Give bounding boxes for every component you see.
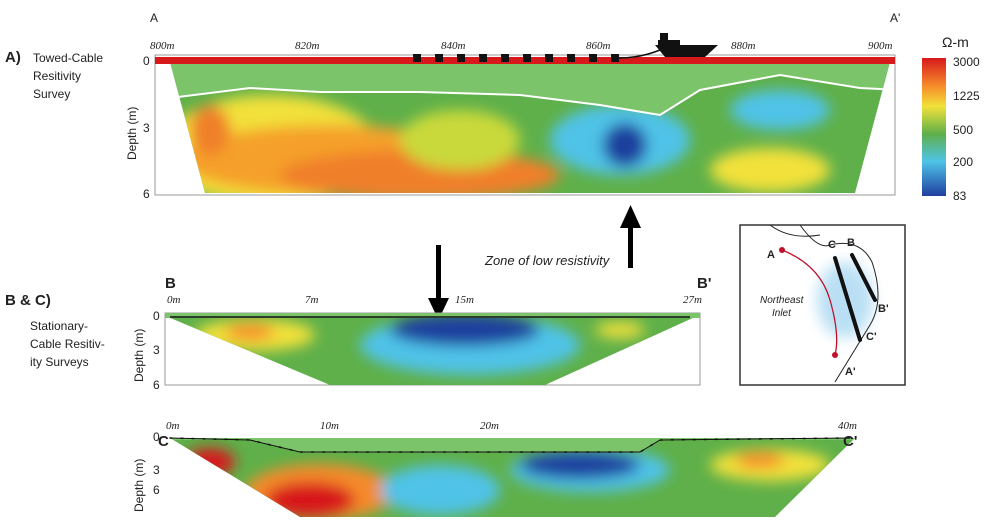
inset-place: Northeast bbox=[760, 295, 805, 306]
y-tick-label: 6 bbox=[153, 378, 160, 392]
colorbar-label: 83 bbox=[953, 189, 967, 203]
panel-c: C C' 0m 10m 20m 40m 0 3 6 Depth (m) bbox=[132, 420, 865, 517]
annotation: Zone of low resistivity bbox=[484, 253, 611, 268]
section-start: A bbox=[150, 11, 158, 25]
y-tick-label: 0 bbox=[153, 430, 160, 444]
panel-title: Stationary- bbox=[30, 319, 88, 333]
inset-place: Inlet bbox=[772, 308, 792, 319]
colorbar-gradient bbox=[922, 58, 946, 196]
y-tick-label: 6 bbox=[143, 187, 150, 201]
resistivity-field bbox=[160, 435, 865, 517]
colorbar-label: 500 bbox=[953, 123, 973, 137]
panel-a: A A' 800m 820m 840m 860m 880m 900m 0 3 6… bbox=[125, 11, 900, 205]
inset-label: B' bbox=[878, 303, 889, 315]
colorbar-label: 1225 bbox=[953, 89, 980, 103]
x-tick-label: 840m bbox=[441, 40, 466, 52]
inset-label: C' bbox=[866, 331, 877, 343]
section-end: A' bbox=[890, 11, 900, 25]
x-tick-label: 20m bbox=[480, 420, 499, 432]
y-tick-label: 3 bbox=[153, 343, 160, 357]
x-tick-label: 10m bbox=[320, 420, 339, 432]
x-tick-label: 0m bbox=[167, 294, 181, 306]
inset-label: A bbox=[767, 249, 775, 261]
section-start: B bbox=[165, 275, 176, 292]
x-tick-label: 0m bbox=[166, 420, 180, 432]
panel-title: Resitivity bbox=[33, 69, 81, 83]
x-tick-label: 860m bbox=[586, 40, 611, 52]
y-tick-label: 0 bbox=[143, 54, 150, 68]
x-tick-label: 27m bbox=[683, 294, 702, 306]
inset-label: A' bbox=[845, 366, 856, 378]
panel-letter: A) bbox=[5, 49, 21, 66]
colorbar: Ω-m 3000 1225 500 200 83 bbox=[922, 34, 980, 203]
panel-title: Cable Resitiv- bbox=[30, 337, 105, 351]
colorbar-label: 200 bbox=[953, 155, 973, 169]
y-tick-label: 6 bbox=[153, 483, 160, 497]
inset-map: A C B B' C' A' Northeast Inlet bbox=[740, 225, 905, 385]
colorbar-label: 3000 bbox=[953, 55, 980, 69]
x-tick-label: 7m bbox=[305, 294, 319, 306]
panel-title: Towed-Cable bbox=[33, 51, 103, 65]
panel-title: ity Surveys bbox=[30, 355, 89, 369]
panel-title: Survey bbox=[33, 87, 70, 101]
y-axis-label: Depth (m) bbox=[132, 459, 146, 512]
inset-label: C bbox=[828, 239, 836, 251]
section-end: B' bbox=[697, 275, 711, 292]
panel-b: B B' 0m 7m 15m 27m 0 3 6 Depth (m) bbox=[132, 275, 711, 392]
y-axis-label: Depth (m) bbox=[125, 107, 139, 160]
section-end: C' bbox=[843, 433, 857, 450]
y-tick-label: 3 bbox=[153, 463, 160, 477]
figure: A) Towed-Cable Resitivity Survey B & C) … bbox=[0, 0, 992, 517]
y-axis-label: Depth (m) bbox=[132, 329, 146, 382]
x-tick-label: 15m bbox=[455, 294, 474, 306]
x-tick-label: 900m bbox=[868, 40, 893, 52]
x-tick-label: 880m bbox=[731, 40, 756, 52]
x-tick-label: 40m bbox=[838, 420, 857, 432]
x-tick-label: 820m bbox=[295, 40, 320, 52]
inset-label: B bbox=[847, 237, 855, 249]
resistivity-field bbox=[150, 55, 900, 205]
x-tick-label: 800m bbox=[150, 40, 175, 52]
panel-letter: B & C) bbox=[5, 292, 51, 309]
y-tick-label: 0 bbox=[153, 309, 160, 323]
colorbar-unit: Ω-m bbox=[942, 34, 969, 50]
y-tick-label: 3 bbox=[143, 121, 150, 135]
